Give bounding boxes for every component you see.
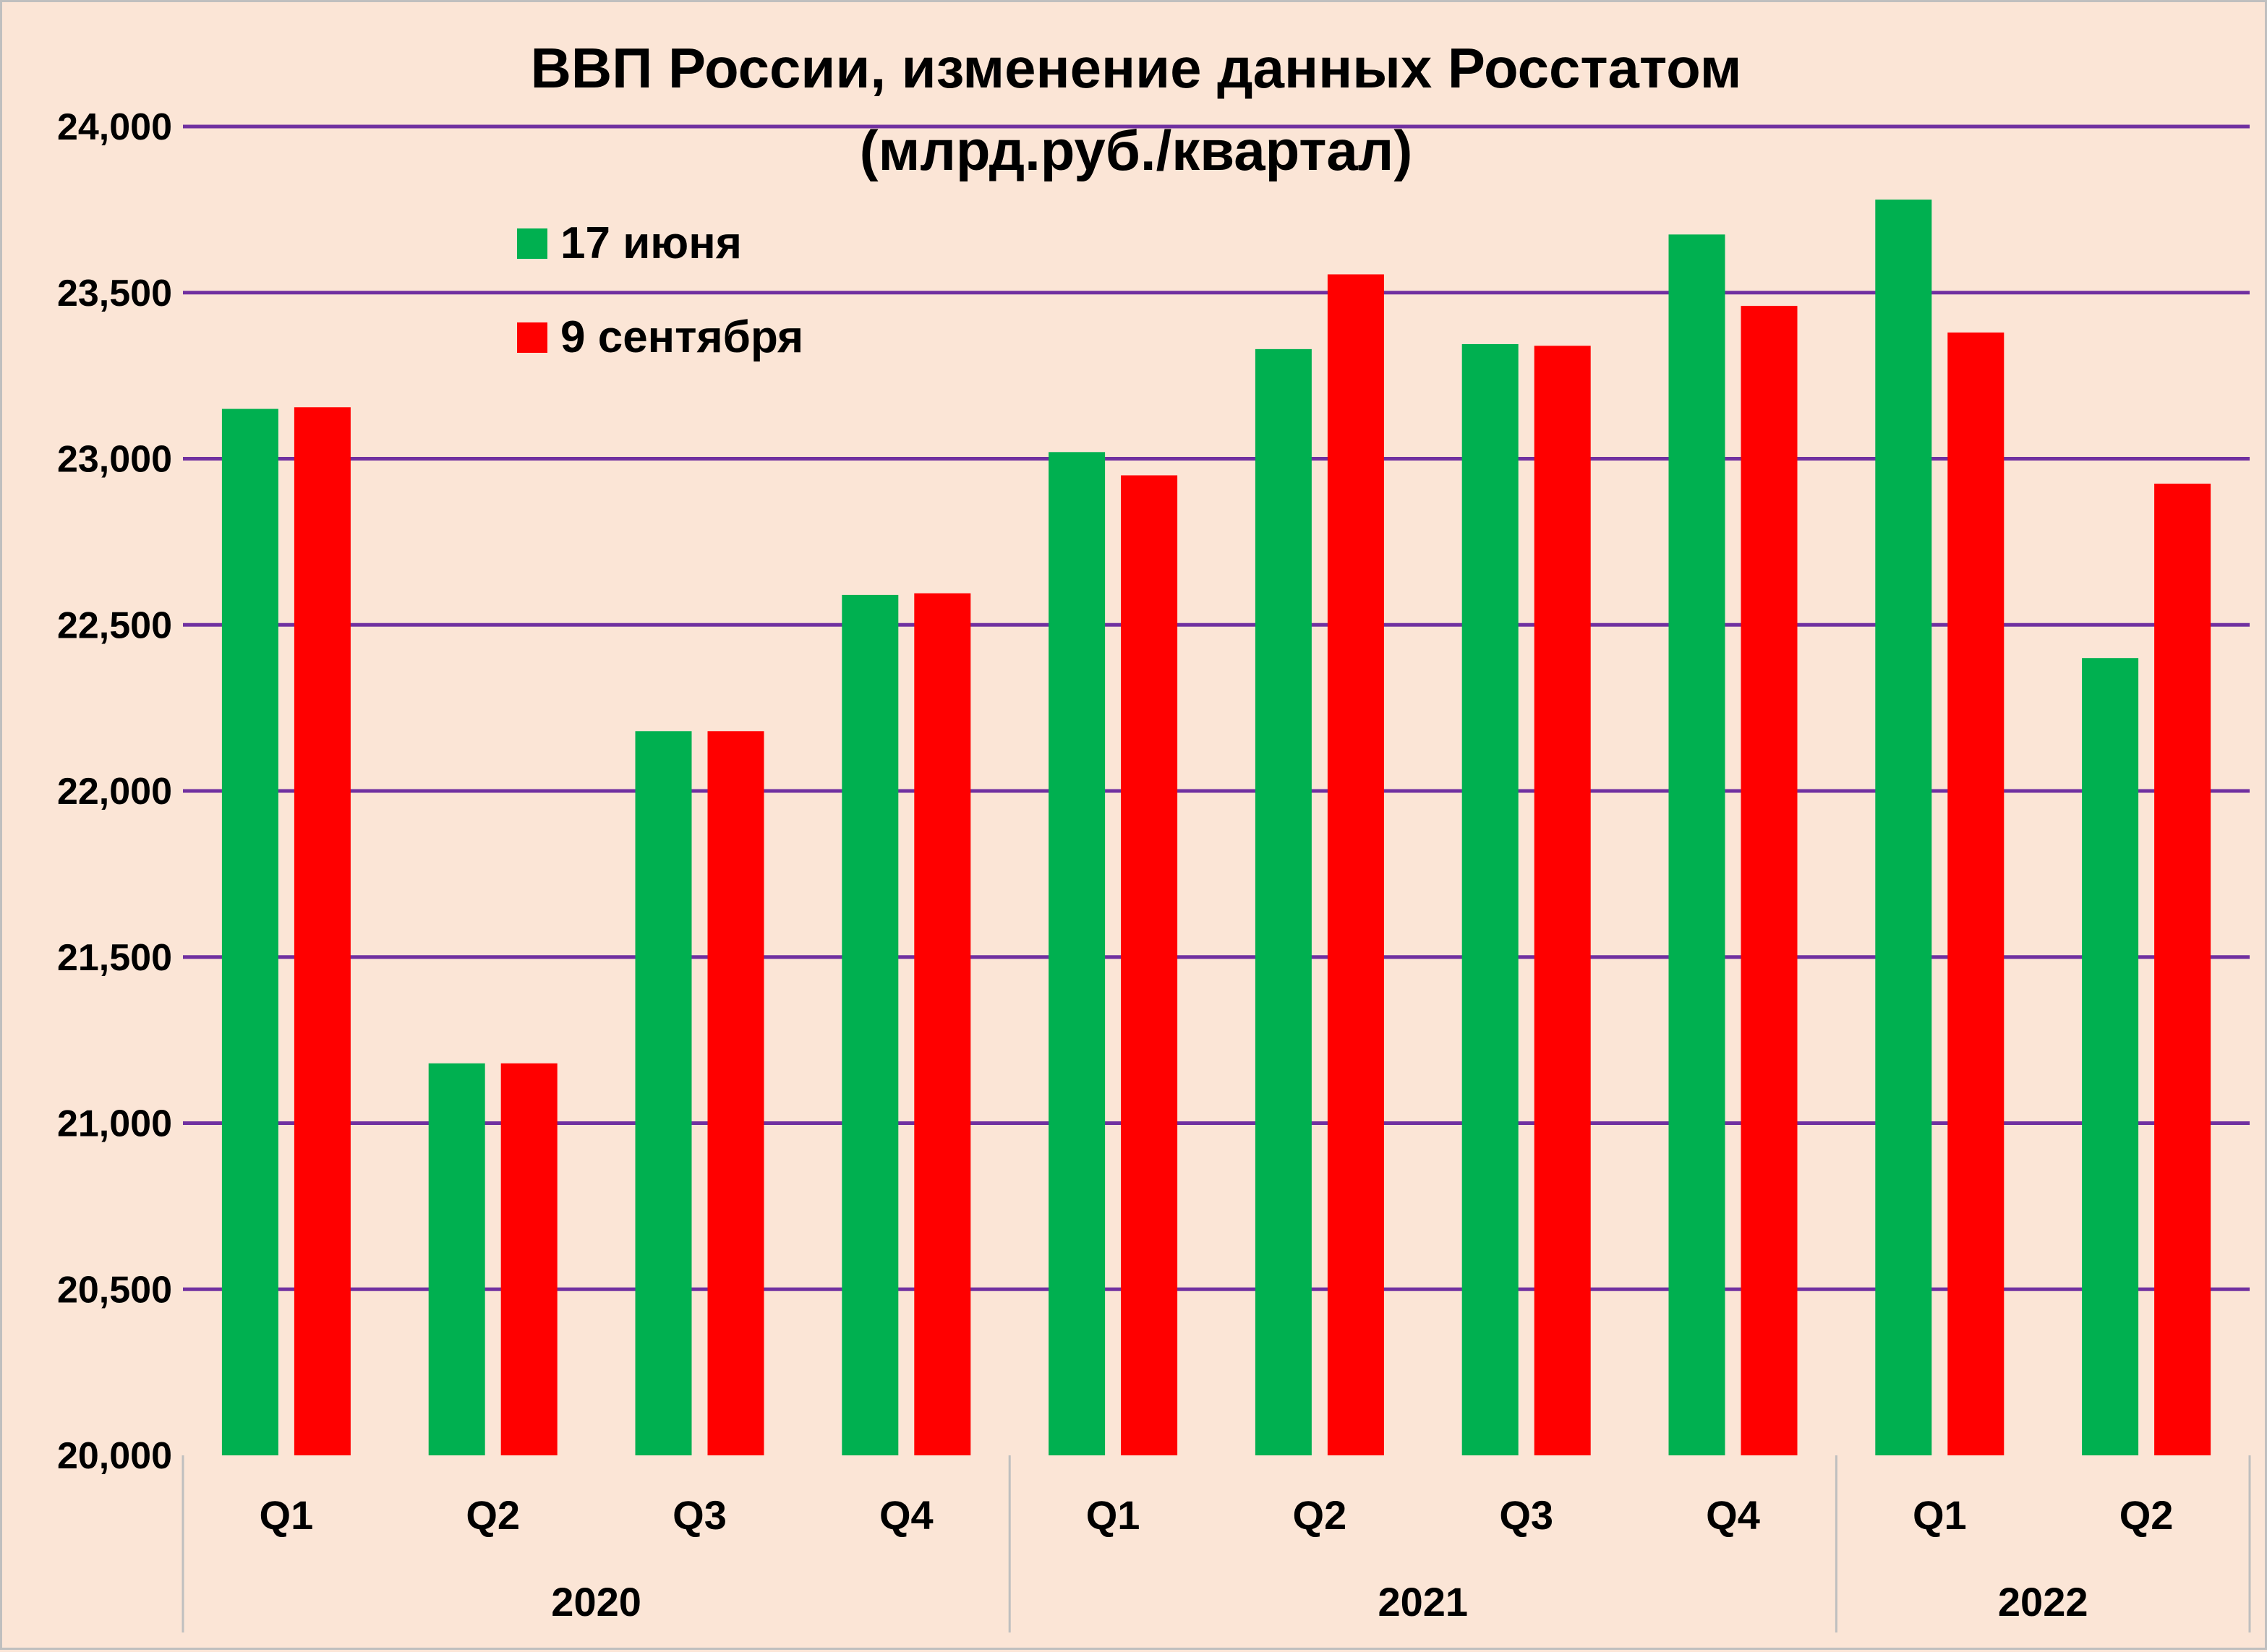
x-tick-label: Q2 (1293, 1492, 1347, 1538)
x-tick-label: Q1 (1913, 1492, 1967, 1538)
bar-september (500, 1063, 558, 1455)
legend-swatch (517, 228, 547, 259)
bar-june (221, 408, 278, 1456)
bar-september (294, 407, 351, 1455)
x-tick-label: Q1 (260, 1492, 314, 1538)
y-tick-label: 22,500 (57, 604, 172, 646)
legend-label: 9 сентября (560, 312, 803, 362)
gridlines (183, 124, 2250, 1291)
bar-june (1461, 343, 1519, 1455)
bar-september (1534, 346, 1591, 1455)
x-tick-label: Q3 (673, 1492, 727, 1538)
x-tick-label: Q2 (2119, 1492, 2174, 1538)
y-axis-tick-labels: 20,000 20,500 21,000 21,500 22,000 22,500 23,0… (57, 106, 172, 1477)
y-tick-label: 23,000 (57, 439, 172, 481)
legend-label: 17 июня (560, 218, 742, 268)
chart-subtitle: (млрд.руб./квартал) (860, 119, 1413, 182)
x-tick-label: Q4 (1706, 1492, 1760, 1538)
bar-june (1668, 234, 1725, 1455)
bar-june (428, 1063, 485, 1455)
bar-september (1947, 332, 2005, 1455)
y-tick-label: 20,000 (57, 1435, 172, 1477)
y-tick-label: 22,000 (57, 771, 172, 813)
bar-june (842, 594, 899, 1455)
x-group-label: 2022 (1998, 1579, 2088, 1625)
x-tick-label: Q1 (1086, 1492, 1140, 1538)
y-tick-label: 20,500 (57, 1269, 172, 1311)
bar-june (1049, 452, 1106, 1455)
legend: 17 июня 9 сентября (517, 218, 803, 362)
bar-september (914, 593, 971, 1456)
y-tick-label: 23,500 (57, 273, 172, 314)
y-tick-label: 24,000 (57, 106, 172, 148)
x-group-label: 2021 (1378, 1579, 1469, 1625)
y-tick-label: 21,000 (57, 1103, 172, 1145)
bar-september (1741, 306, 1798, 1455)
bar-june (2082, 658, 2139, 1456)
x-tick-label: Q3 (1499, 1492, 1553, 1538)
bar-september (1327, 274, 1384, 1455)
bar-september (707, 731, 764, 1455)
bar-june (635, 731, 692, 1455)
chart-title: ВВП России, изменение данных Росстатом (531, 36, 1742, 100)
x-group-label: 2020 (551, 1579, 641, 1625)
bar-june (1875, 200, 1932, 1456)
legend-swatch (517, 322, 547, 353)
x-axis: Q1 Q2 Q3 Q4 Q1 Q2 Q3 Q4 Q1 Q2 2020 2021 2022 (182, 1455, 2251, 1632)
x-tick-label: Q2 (466, 1492, 520, 1538)
bar-june (1255, 348, 1312, 1455)
x-tick-label: Q4 (879, 1492, 934, 1538)
bars (221, 200, 2211, 1456)
bar-september (2154, 483, 2211, 1455)
y-tick-label: 21,500 (57, 937, 172, 979)
bar-september (1121, 475, 1178, 1455)
